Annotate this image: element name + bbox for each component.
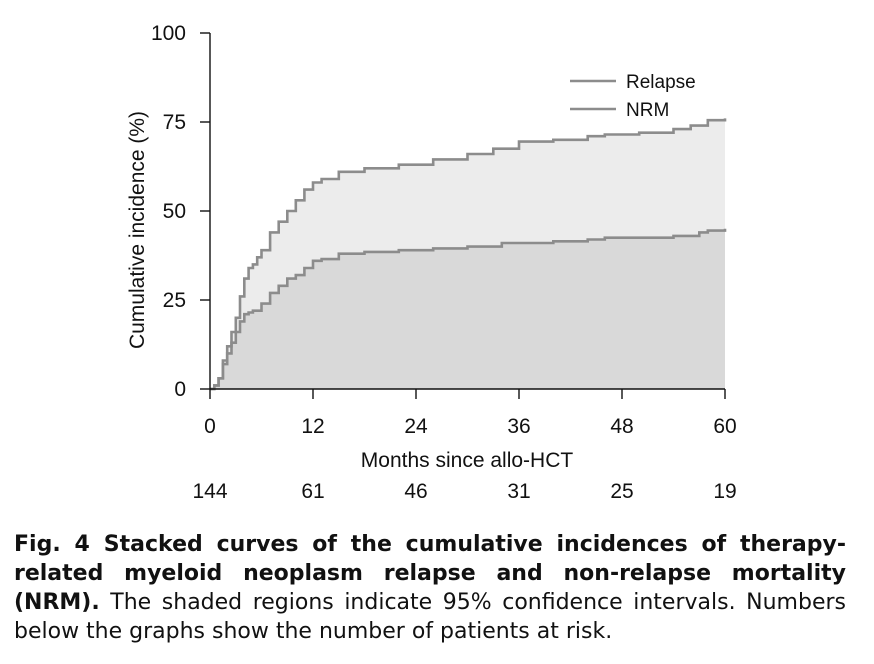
caption-title: Stacked curves of the cumulative inciden… [14,532,846,615]
at-risk-count: 31 [507,480,530,503]
y-tick-label: 100 [151,22,186,45]
x-tick-label: 48 [610,415,633,438]
chart-lines [210,118,727,391]
nrm-line [210,118,727,391]
y-tick-label: 25 [163,289,186,312]
y-tick-label: 50 [163,200,186,223]
x-tick-label: 60 [713,415,736,438]
figure-caption: Fig. 4 Stacked curves of the cumulative i… [14,530,846,646]
relapse-line [210,228,727,391]
at-risk-count: 61 [301,480,324,503]
relapse-shaded-area [210,228,725,389]
at-risk-count: 19 [713,480,736,503]
at-risk-count: 144 [192,480,227,503]
at-risk-count: 25 [610,480,633,503]
x-tick-label: 36 [507,415,530,438]
figure-label: Fig. 4 [14,532,90,557]
chart-legend: Relapse NRM [570,72,696,121]
x-tick-label: 24 [404,415,428,438]
x-axis-label: Months since allo-HCT [361,449,574,472]
x-tick-label: 0 [204,415,216,438]
legend-label-relapse: Relapse [626,72,696,93]
legend-label-nrm: NRM [626,100,669,121]
chart-areas [210,118,725,390]
x-tick-label: 12 [301,415,324,438]
y-tick-label: 0 [174,378,186,401]
y-axis-label: Cumulative incidence (%) [126,111,149,349]
y-tick-label: 75 [163,111,186,134]
cumulative-incidence-chart: 0 144 12 61 24 46 36 31 48 25 60 19 0 25 50 75 100 Relap… [126,22,737,503]
at-risk-count: 46 [404,480,427,503]
nrm-shaded-area [210,118,725,390]
chart-axes: 0 144 12 61 24 46 36 31 48 25 60 19 0 25 50 75 100 [151,22,737,503]
caption-body: The shaded regions indicate 95% confiden… [14,590,846,644]
